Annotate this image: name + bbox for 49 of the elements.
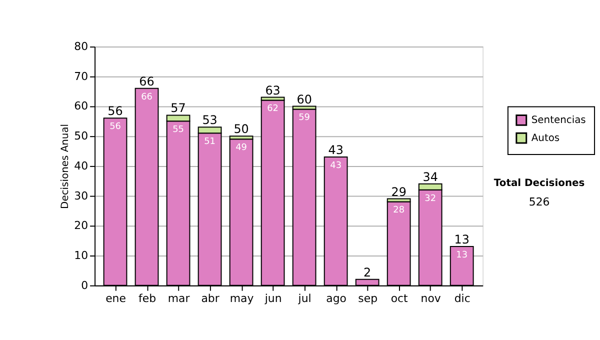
total-label: 34 [422,170,438,184]
data-label: 66 [141,92,153,102]
total-label: 2 [364,265,372,280]
total-label: 13 [454,232,470,247]
data-label: 32 [424,194,436,204]
total-label: 66 [139,74,154,88]
data-label: 13 [456,250,468,260]
data-label: 51 [204,137,216,148]
legend-label: Autos [531,133,560,144]
total-label: 29 [391,184,406,199]
total-label: 50 [234,122,249,136]
y-tick-label: 20 [74,219,88,232]
total-label: 60 [296,92,312,106]
data-label: 55 [172,125,184,136]
x-tick-label: ene [106,292,126,305]
y-axis-title: Decisiones Anual [60,124,72,209]
y-tick-label: 60 [74,100,88,113]
x-tick-label: sep [358,292,378,305]
data-label: 43 [330,160,342,171]
total-label: 43 [328,143,344,157]
data-label: 49 [236,143,248,154]
x-tick-label: jun [264,292,282,305]
x-tick-label: nov [420,292,442,305]
text: Total Decisiones [494,178,585,189]
y-tick-label: 0 [81,278,88,292]
y-tick-label: 10 [74,248,88,262]
y-tick-label: 30 [74,189,88,202]
data-label: 62 [267,104,278,114]
total-label: 57 [170,101,186,116]
y-tick-label: 40 [74,159,88,172]
x-tick-label: may [230,292,254,305]
x-tick-label: dic [454,292,470,305]
x-tick-label: mar [168,292,190,305]
data-label: 56 [110,122,122,132]
legend-label: Sentencias [531,115,586,126]
x-tick-label: ago [326,292,347,305]
total-label: 56 [108,104,123,118]
data-label: 28 [393,206,405,216]
total-label: 63 [265,83,280,98]
x-tick-label: oct [390,292,409,305]
x-tick-label: feb [138,292,156,305]
x-tick-label: abr [201,292,220,305]
y-tick-label: 80 [74,40,88,54]
total-label: 53 [202,113,218,128]
text: 526 [528,196,550,209]
x-tick-label: jul [297,292,312,305]
data-label: 59 [298,113,310,124]
y-tick-label: 50 [74,130,88,143]
y-tick-label: 70 [74,70,88,83]
